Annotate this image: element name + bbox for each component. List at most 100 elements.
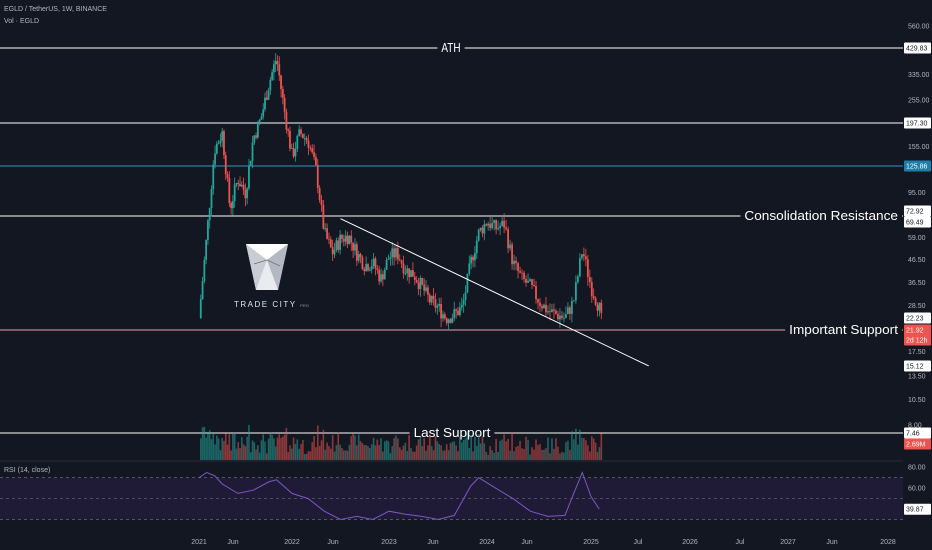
- volume-bar: [565, 442, 567, 460]
- candle-body: [517, 263, 519, 272]
- volume-bar: [382, 451, 384, 460]
- candle-body: [240, 184, 243, 187]
- price-label: 69.49: [906, 220, 924, 227]
- candle-body: [316, 165, 319, 189]
- candle-body: [328, 238, 330, 240]
- level-label: ATH: [441, 40, 460, 55]
- rsi-value-box: [904, 503, 931, 515]
- candle-body: [470, 256, 473, 264]
- price-label-box: [904, 205, 931, 217]
- x-tick-label: Jul: [634, 539, 643, 546]
- candle-body: [203, 259, 206, 282]
- volume-bar: [598, 447, 601, 460]
- candle-body: [335, 240, 338, 251]
- candle-body: [224, 155, 227, 175]
- volume-bar: [585, 440, 587, 460]
- level-label: Consolidation Resistance: [744, 208, 898, 223]
- candle-body: [267, 90, 270, 100]
- volume-bar: [354, 435, 356, 460]
- candle-body: [280, 75, 282, 89]
- candle-body: [479, 227, 482, 230]
- volume-bar: [239, 448, 241, 460]
- candle-body: [545, 304, 547, 313]
- price-label-box: [904, 334, 931, 346]
- volume-bar: [208, 430, 211, 460]
- candle-body: [253, 135, 256, 143]
- volume-bar: [313, 436, 315, 460]
- y-tick-label: 17.50: [908, 349, 926, 356]
- volume-bar: [517, 445, 519, 460]
- volume-bar: [421, 446, 424, 460]
- volume-bar: [289, 445, 291, 460]
- candle-body: [285, 111, 288, 130]
- candle-body: [472, 256, 474, 261]
- level-label-bg: [437, 40, 465, 56]
- candle-body: [541, 305, 543, 309]
- price-label: 7.46: [906, 431, 920, 438]
- volume-bar: [367, 446, 369, 460]
- volume-bar: [543, 449, 545, 460]
- candle-body: [481, 227, 484, 234]
- volume-bar: [298, 448, 300, 460]
- candle-body: [519, 271, 521, 273]
- candle-body: [447, 319, 450, 324]
- volume-bar: [248, 424, 250, 460]
- x-tick-label: Jun: [327, 539, 338, 546]
- volume-bar: [221, 437, 223, 460]
- candle-body: [365, 264, 368, 272]
- candle-body: [402, 263, 405, 274]
- volume-bar: [201, 427, 204, 460]
- volume-bar: [440, 445, 442, 460]
- candle-body: [281, 88, 284, 98]
- volume-bar: [244, 446, 247, 460]
- y-tick-label: 28.50: [908, 303, 926, 310]
- candle-body: [361, 257, 364, 270]
- volume-bar: [427, 445, 429, 460]
- trade-city-logo-icon: [246, 244, 288, 290]
- candle-body: [551, 309, 553, 313]
- candle-body: [438, 304, 441, 306]
- volume-bar: [374, 445, 377, 460]
- y-tick-label: 255.00: [908, 97, 930, 104]
- candle-body: [531, 279, 533, 285]
- price-label: 197.30: [906, 121, 928, 128]
- candle-body: [445, 318, 448, 324]
- volume-bar: [251, 440, 254, 460]
- volume-bar: [335, 445, 338, 460]
- rsi-tick-label: 60.00: [908, 486, 926, 493]
- candle-body: [231, 201, 234, 209]
- volume-bar: [541, 449, 543, 460]
- logo-name: TRADE CITY: [234, 300, 297, 309]
- candle-body: [404, 273, 407, 275]
- candle-body: [442, 314, 444, 319]
- volume-bar: [352, 433, 354, 460]
- candle-body: [352, 242, 355, 251]
- volume-bar: [501, 439, 503, 460]
- candle-body: [458, 307, 461, 316]
- candle-body: [242, 184, 245, 190]
- candle-body: [341, 235, 343, 239]
- price-label: 22.23: [906, 316, 924, 323]
- candle-body: [507, 229, 509, 249]
- volume-bar: [547, 437, 549, 460]
- volume-bar: [339, 444, 341, 460]
- candle-body: [421, 277, 424, 285]
- volume-bar: [404, 442, 407, 460]
- candle-body: [396, 248, 399, 260]
- volume-bar: [475, 445, 478, 460]
- volume-bar: [483, 443, 486, 460]
- volume-bar: [387, 441, 390, 460]
- candle-body: [237, 183, 240, 185]
- candle-body: [289, 130, 291, 149]
- candle-body: [376, 268, 379, 270]
- candle-body: [434, 299, 437, 308]
- volume-bar: [497, 451, 499, 460]
- candle-body: [249, 160, 252, 166]
- candle-body: [477, 229, 480, 241]
- level-label-bg: [740, 208, 902, 224]
- candle-body: [567, 307, 569, 315]
- volume-bar: [438, 444, 441, 460]
- x-tick-label: Jun: [826, 539, 837, 546]
- volume-bar: [203, 426, 206, 460]
